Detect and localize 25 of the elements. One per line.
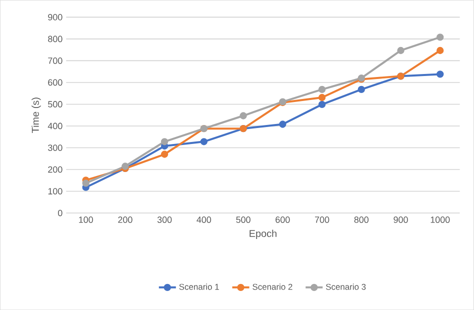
legend-label: Scenario 1 [179, 284, 219, 290]
y-tick-label: 500 [48, 100, 62, 108]
y-tick-label: 200 [48, 166, 62, 173]
x-tick-label: 700 [315, 216, 330, 223]
legend-label: Scenario 2 [252, 284, 292, 290]
y-axis-title: Time (s) [32, 98, 41, 133]
y-tick-label: 400 [48, 122, 62, 130]
legend-label: Scenario 3 [326, 284, 366, 290]
y-tick-label: 700 [48, 57, 62, 64]
x-tick-label: 600 [276, 216, 290, 223]
y-tick-label: 900 [48, 14, 62, 20]
x-axis-title: Epoch [250, 230, 276, 239]
y-tick-label: 600 [48, 79, 62, 86]
x-tick-label: 1000 [430, 216, 450, 223]
y-tick-label: 100 [48, 188, 62, 194]
x-tick-label: 200 [118, 216, 132, 223]
x-tick-label: 900 [394, 216, 408, 223]
x-tick-label: 500 [236, 216, 250, 223]
x-tick-label: 300 [157, 216, 172, 223]
y-tick-label: 0 [58, 210, 62, 216]
y-tick-label: 300 [48, 144, 62, 151]
x-tick-label: 400 [196, 216, 212, 223]
x-tick-label: 100 [79, 216, 93, 223]
y-tick-label: 800 [48, 36, 62, 42]
x-tick-label: 800 [354, 216, 369, 223]
